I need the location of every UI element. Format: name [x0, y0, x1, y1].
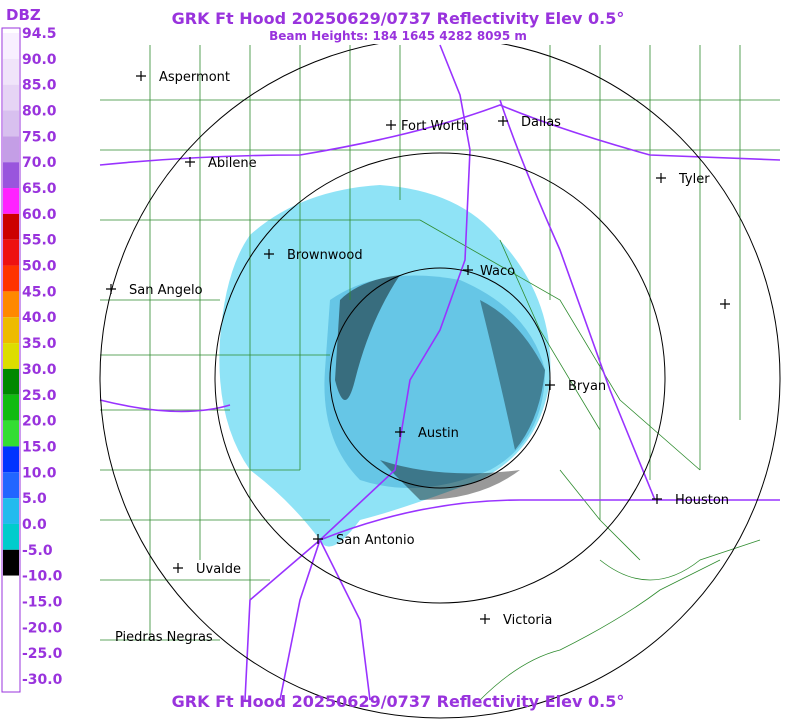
color-swatch: [3, 601, 19, 628]
color-swatch: [3, 627, 19, 654]
radar-echoes: [219, 185, 551, 547]
legend: 94.5 90.0 85.0 80.0 75.0 70.0 65.0 60.0 55.0 50.0…: [1, 26, 63, 693]
legend-label: -30.0: [22, 672, 63, 688]
city-label: Austin: [418, 426, 459, 441]
legend-label: 45.0: [22, 284, 57, 300]
legend-label: 0.0: [22, 517, 47, 533]
city-marker: [652, 494, 662, 504]
color-swatch: [3, 394, 19, 421]
color-swatch: [3, 110, 19, 137]
city-marker: [136, 71, 146, 81]
color-swatch: [3, 549, 19, 576]
color-swatch: [3, 265, 19, 292]
city-marker: [185, 157, 195, 167]
city-marker: [545, 380, 555, 390]
legend-label: 55.0: [22, 233, 57, 249]
highways: [99, 44, 781, 701]
legend-label: 60.0: [22, 207, 57, 223]
color-swatch: [3, 472, 19, 499]
color-swatch: [3, 368, 19, 395]
legend-label: 35.0: [22, 336, 57, 352]
header-bg: [0, 0, 797, 44]
legend-unit: DBZ: [6, 6, 41, 24]
clutter: [335, 275, 400, 400]
color-swatch: [3, 317, 19, 344]
legend-label: 85.0: [22, 78, 57, 94]
color-swatch: [3, 343, 19, 369]
color-swatch: [3, 33, 19, 59]
city-label: Brownwood: [287, 248, 363, 263]
color-swatch: [3, 213, 19, 240]
city-marker: [313, 534, 323, 544]
county-lines: [100, 45, 780, 701]
color-swatch: [3, 58, 19, 85]
color-swatch: [3, 523, 19, 550]
color-swatch: [3, 653, 19, 679]
city-label: Bryan: [568, 379, 606, 394]
color-swatch: [3, 575, 19, 602]
legend-label: -25.0: [22, 646, 63, 662]
color-swatch: [3, 446, 19, 473]
clutter: [380, 460, 520, 500]
legend-label: 30.0: [22, 362, 57, 378]
city-label: Tyler: [678, 172, 710, 187]
city-label: Aspermont: [159, 70, 230, 85]
legend-label: -10.0: [22, 569, 63, 585]
legend-label: 65.0: [22, 181, 57, 197]
legend-label: 40.0: [22, 310, 57, 326]
legend-label: 5.0: [22, 491, 47, 507]
color-swatch: [3, 136, 19, 163]
echo-region: [219, 185, 551, 547]
color-swatch: [3, 84, 19, 111]
city-marker: [386, 120, 396, 130]
city-label: Houston: [675, 493, 729, 508]
city-label: Victoria: [503, 613, 552, 628]
city-marker: [480, 614, 490, 624]
legend-label: 75.0: [22, 129, 57, 145]
city-marker: [720, 299, 730, 309]
city-marker: [463, 265, 473, 275]
legend-label: -5.0: [22, 543, 53, 559]
legend-label: 25.0: [22, 388, 57, 404]
city-label: Uvalde: [196, 562, 241, 577]
color-swatch: [3, 420, 19, 447]
legend-label: 94.5: [22, 26, 57, 42]
legend-label: 50.0: [22, 259, 57, 275]
clutter: [480, 300, 545, 450]
color-swatch: [3, 498, 19, 524]
city-marker: [656, 173, 666, 183]
city-marker: [264, 249, 274, 259]
city-label: Dallas: [521, 115, 561, 130]
city-label: San Angelo: [129, 283, 203, 298]
echo-core: [324, 275, 545, 488]
cities: Aspermont Fort Worth Dallas Abilene Tyler Bro…: [106, 70, 730, 645]
color-swatch: [3, 162, 19, 189]
city-label: Waco: [480, 264, 515, 279]
color-swatch: [3, 188, 19, 214]
city-marker: [395, 427, 405, 437]
legend-label: -20.0: [22, 620, 63, 636]
city-marker: [106, 284, 116, 294]
legend-label: 70.0: [22, 155, 57, 171]
color-swatch: [3, 239, 19, 266]
city-marker: [173, 563, 183, 573]
legend-label: 15.0: [22, 439, 57, 455]
legend-label: 10.0: [22, 465, 57, 481]
subtitle: Beam Heights: 184 1645 4282 8095 m: [269, 29, 527, 43]
footer-title: GRK Ft Hood 20250629/0737 Reflectivity E…: [172, 692, 625, 711]
title: GRK Ft Hood 20250629/0737 Reflectivity E…: [172, 9, 625, 28]
legend-label: -15.0: [22, 594, 63, 610]
legend-label: 80.0: [22, 104, 57, 120]
city-label: Piedras Negras: [115, 630, 213, 645]
city-marker: [498, 116, 508, 126]
city-label: San Antonio: [336, 533, 415, 548]
legend-label: 90.0: [22, 52, 57, 68]
city-label: Fort Worth: [401, 119, 469, 134]
color-swatch: [3, 291, 19, 318]
legend-label: 20.0: [22, 414, 57, 430]
city-label: Abilene: [208, 156, 257, 171]
